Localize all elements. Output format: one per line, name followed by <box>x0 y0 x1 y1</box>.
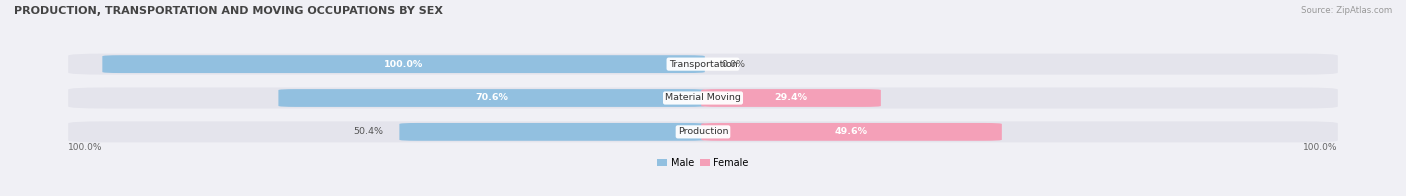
FancyBboxPatch shape <box>69 121 1337 142</box>
Text: Production: Production <box>678 127 728 136</box>
Text: PRODUCTION, TRANSPORTATION AND MOVING OCCUPATIONS BY SEX: PRODUCTION, TRANSPORTATION AND MOVING OC… <box>14 6 443 16</box>
FancyBboxPatch shape <box>702 89 880 107</box>
Text: Material Moving: Material Moving <box>665 93 741 103</box>
Text: 29.4%: 29.4% <box>775 93 807 103</box>
FancyBboxPatch shape <box>278 89 704 107</box>
Text: Source: ZipAtlas.com: Source: ZipAtlas.com <box>1301 6 1392 15</box>
Text: 100.0%: 100.0% <box>384 60 423 69</box>
Text: 0.0%: 0.0% <box>721 60 745 69</box>
Text: 100.0%: 100.0% <box>1303 143 1337 152</box>
FancyBboxPatch shape <box>69 87 1337 109</box>
Text: 50.4%: 50.4% <box>353 127 384 136</box>
Text: 100.0%: 100.0% <box>69 143 103 152</box>
Legend: Male, Female: Male, Female <box>657 158 749 168</box>
Text: Transportation: Transportation <box>669 60 737 69</box>
FancyBboxPatch shape <box>702 123 1002 141</box>
Text: 49.6%: 49.6% <box>835 127 868 136</box>
FancyBboxPatch shape <box>69 54 1337 75</box>
FancyBboxPatch shape <box>103 55 704 73</box>
Text: 70.6%: 70.6% <box>475 93 508 103</box>
FancyBboxPatch shape <box>399 123 704 141</box>
